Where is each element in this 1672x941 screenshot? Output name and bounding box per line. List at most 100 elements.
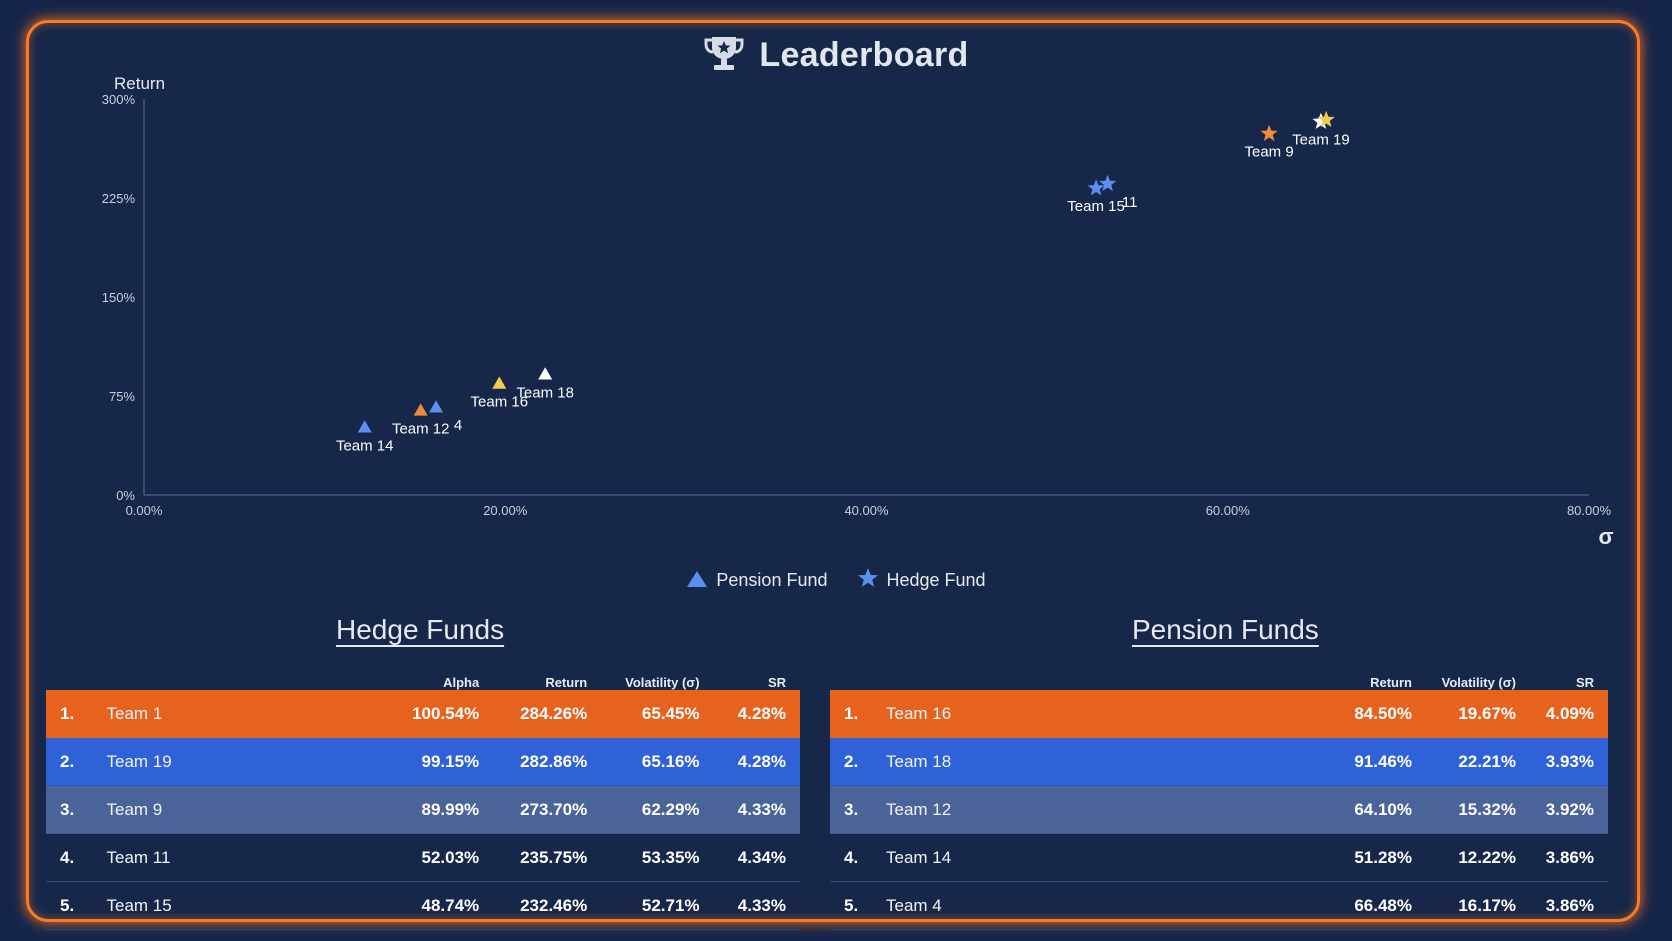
hedge-fund-point[interactable] (1312, 112, 1330, 129)
volatility-cell: 53.35% (601, 833, 714, 882)
point-label: Team 16 (471, 393, 529, 410)
page-title: Leaderboard (0, 34, 1672, 81)
table-row[interactable]: 3. Team 12 64.10% 15.32% 3.92% (830, 785, 1608, 834)
hedge-fund-point[interactable] (1317, 110, 1335, 128)
column-header-sr: SR (1575, 675, 1594, 690)
rank-cell: 4. (830, 833, 886, 882)
volatility-cell: 52.71% (601, 881, 714, 930)
table-row[interactable]: 1. Team 1 100.54% 284.26% 65.45% 4.28% (46, 690, 800, 738)
pension-funds-title: Pension Funds (1132, 614, 1319, 645)
hedge-fund-point[interactable] (1099, 174, 1117, 192)
return-cell: 235.75% (493, 833, 602, 882)
point-label: Team 14 (336, 437, 394, 454)
volatility-cell: 65.16% (601, 737, 714, 786)
volatility-cell: 15.32% (1426, 785, 1530, 834)
rank-cell: 5. (46, 881, 107, 930)
point-label: 11 (1122, 194, 1138, 211)
x-tick-label: 40.00% (844, 503, 889, 518)
return-cell: 273.70% (493, 785, 602, 834)
pension-fund-point[interactable] (538, 367, 553, 380)
sr-cell: 4.33% (713, 881, 800, 930)
chart-legend: Pension Fund Hedge Fund (0, 567, 1672, 591)
pension-funds-table: Return Volatility (σ) SR 1. Team 16 84.5… (830, 666, 1608, 930)
alpha-cell: 89.99% (374, 785, 494, 834)
return-cell: 64.10% (1318, 785, 1426, 834)
volatility-cell: 22.21% (1426, 737, 1530, 786)
point-label: Team 12 (392, 420, 450, 437)
rank-cell: 1. (46, 690, 107, 738)
table-row[interactable]: 5. Team 15 48.74% 232.46% 52.71% 4.33% (46, 881, 800, 930)
y-tick-label: 225% (102, 191, 136, 206)
page-title-text: Leaderboard (759, 36, 969, 74)
point-label: Team 18 (516, 384, 574, 401)
table-row[interactable]: 4. Team 11 52.03% 235.75% 53.35% 4.34% (46, 833, 800, 882)
volatility-cell: 19.67% (1426, 690, 1530, 738)
table-row[interactable]: 2. Team 19 99.15% 282.86% 65.16% 4.28% (46, 737, 800, 786)
hedge-fund-point[interactable] (1087, 179, 1105, 196)
team-cell: Team 9 (106, 785, 375, 834)
sr-cell: 3.93% (1530, 737, 1608, 786)
sr-cell: 4.34% (713, 833, 800, 882)
team-cell: Team 18 (886, 737, 1318, 786)
table-row[interactable]: 2. Team 18 91.46% 22.21% 3.93% (830, 737, 1608, 786)
team-cell: Team 12 (886, 785, 1318, 834)
alpha-cell: 52.03% (374, 833, 494, 882)
point-label: Team 19 (1292, 132, 1350, 149)
x-tick-label: 20.00% (483, 503, 528, 518)
return-cell: 51.28% (1318, 833, 1426, 882)
sr-cell: 4.28% (713, 737, 800, 786)
rank-cell: 3. (46, 785, 107, 834)
team-cell: Team 19 (106, 737, 375, 786)
table-row[interactable]: 3. Team 9 89.99% 273.70% 62.29% 4.33% (46, 785, 800, 834)
x-tick-label: 80.00% (1567, 503, 1612, 518)
pension-fund-point[interactable] (413, 403, 428, 416)
volatility-cell: 65.45% (601, 690, 714, 738)
point-label: Team 9 (1245, 144, 1294, 161)
x-tick-label: 0.00% (126, 503, 163, 518)
table-row[interactable]: 5. Team 4 66.48% 16.17% 3.86% (830, 881, 1608, 930)
return-cell: 66.48% (1318, 881, 1426, 930)
hedge-funds-title: Hedge Funds (336, 614, 505, 645)
sr-cell: 4.28% (713, 690, 800, 738)
return-cell: 232.46% (493, 881, 602, 930)
table-row[interactable]: 1. Team 16 84.50% 19.67% 4.09% (830, 690, 1608, 738)
sr-cell: 3.92% (1530, 785, 1608, 834)
return-cell: 284.26% (493, 690, 602, 738)
alpha-cell: 99.15% (374, 737, 494, 786)
team-cell: Team 15 (106, 881, 375, 930)
sr-cell: 3.86% (1530, 881, 1608, 930)
column-header-return: Return (1370, 675, 1412, 690)
table-header-row: Return Volatility (σ) SR (830, 666, 1608, 690)
pension-fund-point[interactable] (357, 420, 372, 433)
column-header-volatility: Volatility (σ) (625, 675, 700, 690)
y-axis-label: Return (114, 74, 165, 93)
legend-item-pension: Pension Fund (686, 569, 827, 591)
table-row[interactable]: 4. Team 14 51.28% 12.22% 3.86% (830, 833, 1608, 882)
sr-cell: 4.09% (1530, 690, 1608, 738)
trophy-icon (703, 34, 745, 81)
legend-pension-label: Pension Fund (716, 570, 828, 590)
hedge-fund-point[interactable] (1260, 124, 1278, 141)
return-cell: 84.50% (1318, 690, 1426, 738)
rank-cell: 1. (830, 690, 886, 738)
x-axis-label: σ (1598, 524, 1613, 549)
pension-fund-point[interactable] (429, 400, 444, 413)
column-header-alpha: Alpha (443, 675, 480, 690)
column-header-volatility: Volatility (σ) (1441, 675, 1516, 690)
pension-fund-point[interactable] (492, 376, 507, 389)
y-tick-label: 150% (102, 290, 136, 305)
y-tick-label: 75% (109, 389, 135, 404)
point-label: Team 15 (1067, 198, 1125, 215)
triangle-icon (687, 571, 708, 587)
rank-cell: 5. (830, 881, 886, 930)
legend-hedge-label: Hedge Fund (886, 570, 986, 590)
column-header-return: Return (545, 675, 588, 690)
sr-cell: 3.86% (1530, 833, 1608, 882)
rank-cell: 4. (46, 833, 107, 882)
return-cell: 91.46% (1318, 737, 1426, 786)
team-cell: Team 11 (106, 833, 375, 882)
team-cell: Team 16 (886, 690, 1318, 738)
x-tick-label: 60.00% (1206, 503, 1251, 518)
point-label: 4 (454, 417, 462, 434)
